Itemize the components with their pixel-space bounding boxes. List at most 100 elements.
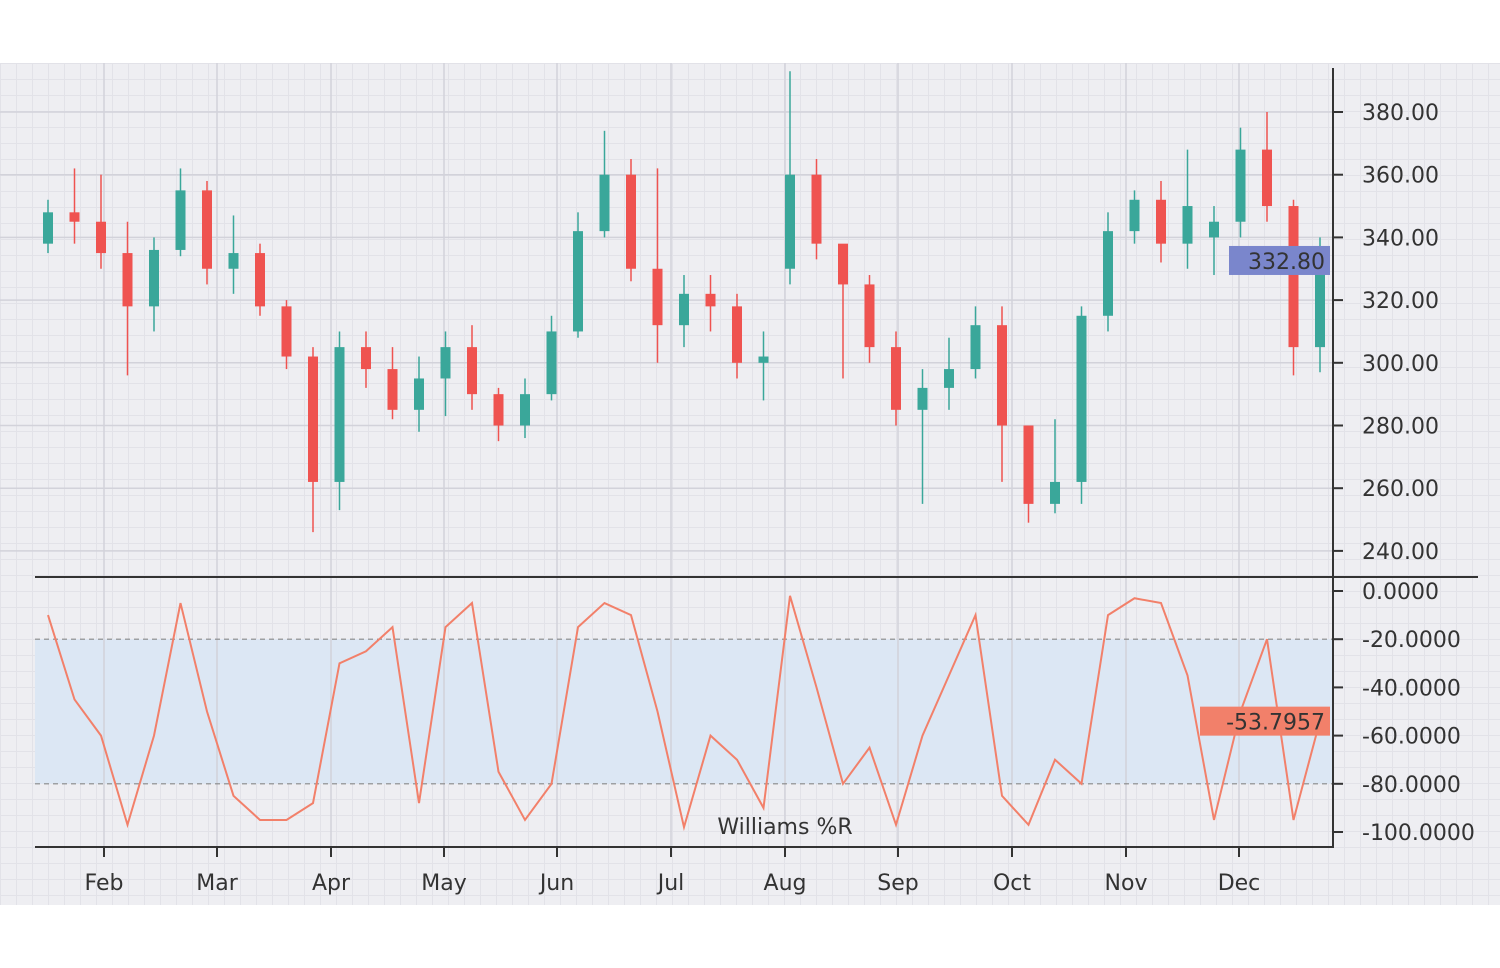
williams-tick-label: -20.0000 xyxy=(1362,628,1461,653)
month-label: Mar xyxy=(196,871,238,896)
month-label: Jul xyxy=(656,871,685,896)
candle-body xyxy=(228,253,239,269)
candle-body xyxy=(758,356,769,363)
candle-body xyxy=(493,394,504,426)
candle-body xyxy=(1050,481,1060,504)
candle xyxy=(679,275,689,348)
last-value-label: -53.7957 xyxy=(1226,711,1325,736)
candle-body xyxy=(705,293,716,307)
candle xyxy=(175,168,186,257)
last-price-label: 332.80 xyxy=(1248,250,1325,275)
month-label: Apr xyxy=(312,871,351,896)
candle-body xyxy=(255,253,265,307)
chart-svg: 240.00 260.00 280.00 300.00 320.00 340.00 360.… xyxy=(0,63,1478,896)
candle xyxy=(970,306,981,379)
candle xyxy=(440,331,451,417)
price-tick-label: 240.00 xyxy=(1362,540,1439,565)
candle-body xyxy=(1262,149,1272,207)
month-label: Dec xyxy=(1218,871,1261,896)
candle-body xyxy=(467,347,477,395)
candle xyxy=(891,331,901,426)
price-tick-label: 360.00 xyxy=(1362,164,1439,189)
candle xyxy=(202,180,212,285)
candle-body xyxy=(626,174,636,269)
candle xyxy=(838,243,848,379)
last-price-badge xyxy=(1229,245,1330,275)
candle xyxy=(1129,190,1140,244)
candle xyxy=(1235,127,1246,238)
candle xyxy=(1182,149,1193,269)
candle xyxy=(811,159,822,260)
candle xyxy=(43,199,53,254)
candle xyxy=(387,347,398,420)
price-tick-label: 300.00 xyxy=(1362,352,1439,377)
candle-body xyxy=(573,231,583,332)
candle xyxy=(626,159,636,282)
candle xyxy=(1156,180,1166,263)
candle-body xyxy=(1288,206,1299,348)
candle xyxy=(1023,425,1034,523)
candle-body xyxy=(546,331,557,395)
candle-body xyxy=(414,378,424,410)
williams-tick-label: -40.0000 xyxy=(1362,676,1461,701)
candle xyxy=(493,387,504,442)
candle xyxy=(228,215,239,294)
candle-body xyxy=(69,212,80,222)
candle-body xyxy=(785,174,795,269)
candle xyxy=(1262,112,1272,222)
candle xyxy=(334,331,345,511)
candle-body xyxy=(864,284,875,348)
price-tick-label: 320.00 xyxy=(1362,289,1439,314)
candle xyxy=(652,168,663,363)
candle-body xyxy=(308,356,318,482)
candle xyxy=(573,212,583,338)
candle-body xyxy=(387,369,398,410)
chart-area: 240.00 260.00 280.00 300.00 320.00 340.00 360.… xyxy=(0,63,1500,905)
indicator-title: Williams %R xyxy=(717,815,852,840)
candle-body xyxy=(281,306,292,357)
candle-body xyxy=(122,253,133,307)
candle-body xyxy=(891,347,901,410)
price-tick-label: 340.00 xyxy=(1362,226,1439,251)
williams-tick-label: -100.0000 xyxy=(1362,821,1475,846)
candle-body xyxy=(599,174,610,232)
candle xyxy=(997,306,1007,482)
candle-body xyxy=(520,394,530,426)
month-label: Sep xyxy=(877,871,918,896)
candle xyxy=(122,221,133,376)
candle-body xyxy=(997,325,1007,426)
candle-body xyxy=(43,212,53,244)
price-tick-label: 260.00 xyxy=(1362,477,1439,502)
candle xyxy=(361,331,371,388)
candle xyxy=(1103,212,1113,332)
candle-body xyxy=(149,249,159,307)
candle xyxy=(758,331,769,401)
candle xyxy=(1076,306,1087,504)
candle-body xyxy=(917,387,928,410)
candle xyxy=(546,315,557,401)
williams-tick-label: -80.0000 xyxy=(1362,773,1461,798)
candle xyxy=(1050,419,1060,514)
candle-body xyxy=(175,190,186,250)
candle xyxy=(785,71,795,285)
candle-body xyxy=(1156,199,1166,244)
candle xyxy=(944,337,954,410)
candle-body xyxy=(202,190,212,269)
month-label: Feb xyxy=(85,871,124,896)
candle xyxy=(705,275,716,332)
price-tick-label: 380.00 xyxy=(1362,101,1439,126)
candle-body xyxy=(1235,149,1246,222)
candle xyxy=(96,174,106,269)
candle xyxy=(917,369,928,504)
price-tick-label: 280.00 xyxy=(1362,415,1439,440)
candle xyxy=(520,378,530,439)
candle xyxy=(1209,206,1219,276)
candle xyxy=(864,275,875,363)
candle xyxy=(414,356,424,432)
candle xyxy=(308,347,318,533)
month-label: Aug xyxy=(764,871,807,896)
candle xyxy=(281,300,292,370)
candle xyxy=(732,293,742,379)
candle-body xyxy=(334,347,345,482)
candle-body xyxy=(679,293,689,326)
